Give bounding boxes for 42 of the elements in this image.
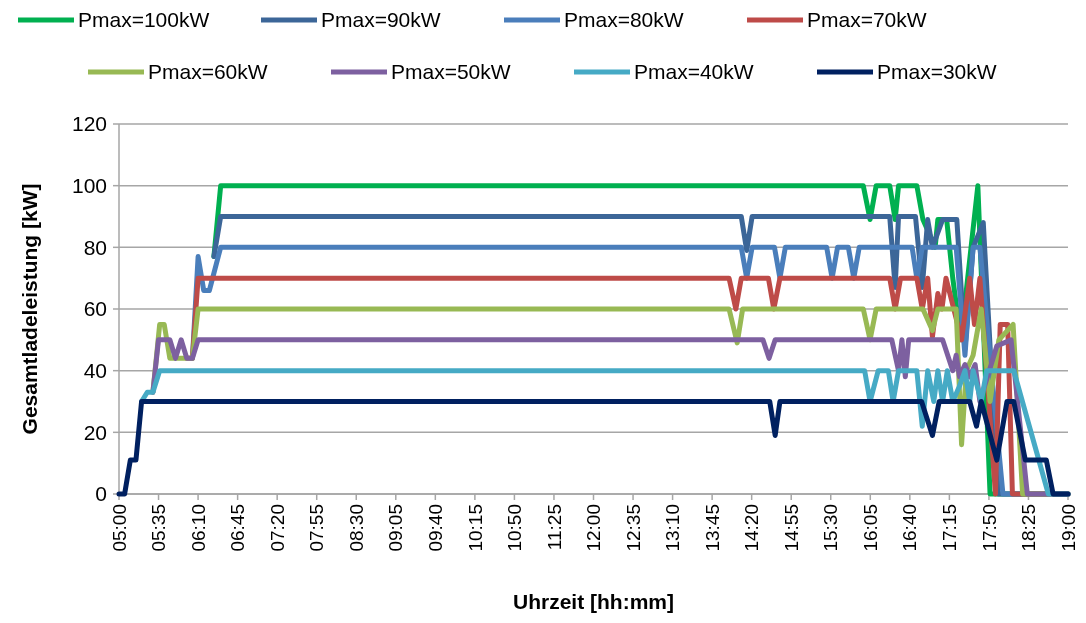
y-tick-label: 120 — [71, 112, 107, 136]
legend-label: Pmax=30kW — [877, 60, 997, 84]
x-tick-label: 08:30 — [345, 504, 367, 552]
x-tick-label: 09:05 — [385, 504, 407, 552]
y-tick-label: 0 — [95, 482, 107, 506]
x-tick-label: 17:50 — [978, 504, 1000, 552]
x-tick-label: 12:00 — [583, 504, 605, 552]
x-tick-label: 14:55 — [780, 504, 802, 552]
y-axis-title: Gesamtladeleistung [kW] — [18, 183, 42, 435]
x-tick-label: 19:00 — [1057, 504, 1079, 552]
legend-label: Pmax=100kW — [78, 8, 210, 32]
x-tick-label: 15:30 — [820, 504, 842, 552]
x-tick-label: 10:50 — [504, 504, 526, 552]
x-tick-label: 06:10 — [187, 504, 209, 552]
legend-label: Pmax=40kW — [634, 60, 754, 84]
x-tick-label: 10:15 — [464, 504, 486, 552]
x-tick-label: 05:00 — [108, 504, 130, 552]
x-tick-label: 14:20 — [741, 504, 763, 552]
x-tick-label: 18:25 — [1018, 504, 1040, 552]
y-tick-label: 20 — [83, 420, 107, 444]
x-tick-label: 11:25 — [543, 504, 565, 551]
x-tick-label: 16:40 — [899, 504, 921, 552]
legend-label: Pmax=60kW — [148, 60, 268, 84]
x-tick-label: 07:20 — [266, 504, 288, 552]
y-tick-label: 80 — [83, 235, 107, 259]
x-axis-title: Uhrzeit [hh:mm] — [513, 590, 674, 613]
x-tick-label: 05:35 — [148, 504, 170, 552]
x-tick-label: 13:45 — [701, 504, 723, 552]
x-tick-label: 09:40 — [424, 504, 446, 552]
y-tick-label: 40 — [83, 359, 107, 383]
legend-label: Pmax=50kW — [391, 60, 511, 84]
y-tick-label: 60 — [83, 297, 107, 321]
legend-label: Pmax=70kW — [807, 8, 927, 32]
x-tick-label: 16:05 — [859, 504, 881, 552]
x-tick-label: 06:45 — [227, 504, 249, 552]
x-tick-label: 17:15 — [939, 504, 961, 552]
x-tick-label: 12:35 — [622, 504, 644, 552]
x-tick-label: 13:10 — [662, 504, 684, 552]
legend-label: Pmax=80kW — [564, 8, 684, 32]
legend-label: Pmax=90kW — [321, 8, 441, 32]
x-tick-label: 07:55 — [306, 504, 328, 552]
y-tick-label: 100 — [71, 174, 107, 198]
